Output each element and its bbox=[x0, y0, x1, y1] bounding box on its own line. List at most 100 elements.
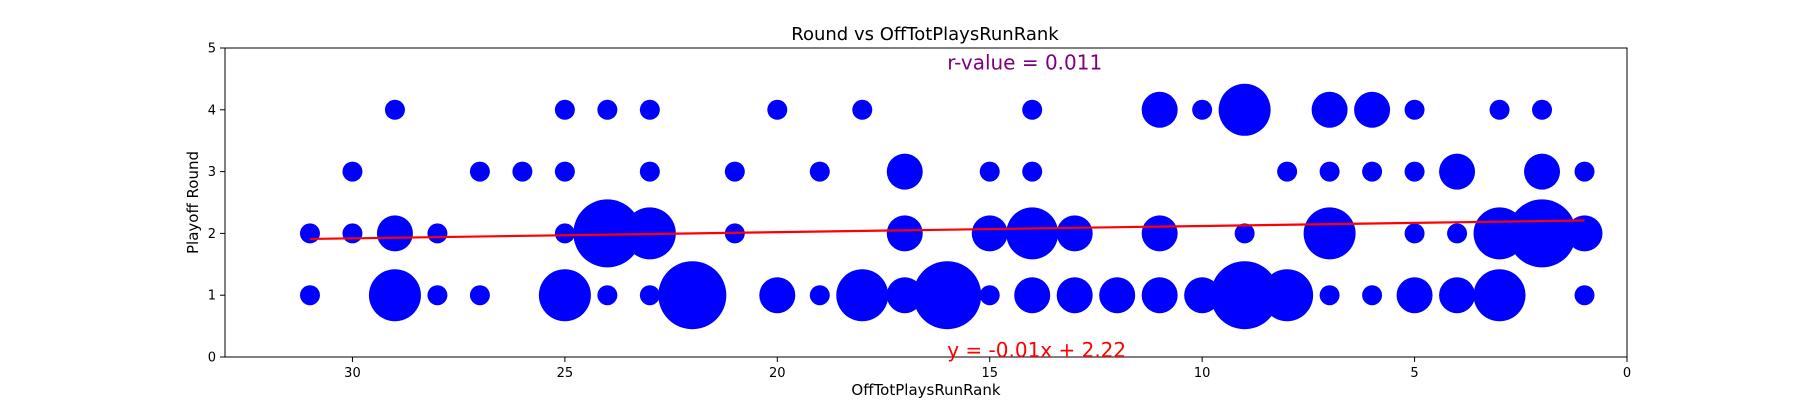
data-point bbox=[427, 223, 448, 244]
data-point bbox=[1524, 153, 1561, 190]
data-point bbox=[538, 269, 591, 322]
data-point bbox=[979, 285, 1000, 306]
regression-equation-annotation: y = -0.01x + 2.22 bbox=[947, 338, 1126, 362]
data-point bbox=[597, 99, 618, 120]
data-point bbox=[512, 161, 533, 182]
data-point bbox=[1574, 161, 1595, 182]
data-point bbox=[886, 215, 923, 252]
y-tick-label: 1 bbox=[208, 289, 216, 304]
data-point bbox=[1319, 161, 1340, 182]
data-point bbox=[639, 161, 660, 182]
data-point bbox=[759, 277, 796, 314]
data-point bbox=[1141, 277, 1178, 314]
x-tick-label: 25 bbox=[557, 366, 574, 381]
data-point bbox=[724, 161, 745, 182]
data-point bbox=[1014, 277, 1051, 314]
data-point bbox=[1303, 207, 1356, 260]
data-point bbox=[1141, 91, 1178, 128]
data-point bbox=[469, 161, 490, 182]
data-point bbox=[886, 277, 923, 314]
data-point bbox=[469, 285, 490, 306]
data-point bbox=[1439, 277, 1476, 314]
data-point bbox=[639, 285, 660, 306]
data-point bbox=[1141, 215, 1178, 252]
y-tick-label: 2 bbox=[208, 227, 216, 242]
data-point bbox=[1099, 277, 1136, 314]
data-point bbox=[639, 99, 660, 120]
x-tick-label: 5 bbox=[1410, 366, 1418, 381]
x-tick-label: 0 bbox=[1623, 366, 1631, 381]
data-point bbox=[554, 223, 575, 244]
data-point bbox=[1439, 153, 1476, 190]
data-point bbox=[299, 285, 320, 306]
x-tick-label: 10 bbox=[1194, 366, 1211, 381]
data-point bbox=[809, 285, 830, 306]
data-point bbox=[342, 161, 363, 182]
chart-title: Round vs OffTotPlaysRunRank bbox=[791, 24, 1059, 45]
data-point bbox=[1396, 277, 1433, 314]
data-point bbox=[368, 269, 421, 322]
data-point bbox=[1354, 91, 1391, 128]
data-point bbox=[1319, 285, 1340, 306]
data-point bbox=[554, 161, 575, 182]
y-tick-label: 4 bbox=[208, 103, 216, 118]
plot-content bbox=[299, 83, 1603, 330]
plot-frame bbox=[224, 47, 1628, 358]
x-axis: 30 25 20 15 10 5 0 bbox=[344, 357, 1631, 381]
data-point bbox=[767, 99, 788, 120]
data-point bbox=[1508, 199, 1577, 268]
data-point bbox=[1277, 161, 1298, 182]
data-point bbox=[1261, 269, 1314, 322]
data-point bbox=[299, 223, 320, 244]
x-tick-label: 20 bbox=[769, 366, 786, 381]
data-point bbox=[852, 99, 873, 120]
data-point bbox=[658, 261, 727, 330]
y-axis-label: Playoff Round bbox=[184, 151, 202, 254]
x-tick-label: 15 bbox=[981, 366, 998, 381]
data-point bbox=[836, 269, 889, 322]
data-point bbox=[913, 261, 982, 330]
data-point bbox=[427, 285, 448, 306]
data-point bbox=[1006, 207, 1059, 260]
y-tick-label: 3 bbox=[208, 165, 216, 180]
data-point bbox=[1532, 99, 1553, 120]
x-tick-label: 30 bbox=[344, 366, 361, 381]
data-point bbox=[1404, 99, 1425, 120]
data-point bbox=[809, 161, 830, 182]
data-point bbox=[1362, 285, 1383, 306]
data-point bbox=[1489, 99, 1510, 120]
data-point bbox=[1362, 161, 1383, 182]
data-point bbox=[1056, 277, 1093, 314]
data-point bbox=[1404, 223, 1425, 244]
y-tick-label: 5 bbox=[208, 42, 216, 57]
data-point bbox=[1210, 261, 1279, 330]
data-point bbox=[597, 285, 618, 306]
data-point bbox=[384, 99, 405, 120]
data-point bbox=[1473, 269, 1526, 322]
data-point bbox=[376, 215, 413, 252]
regression-line bbox=[309, 219, 1585, 241]
data-point bbox=[1022, 161, 1043, 182]
data-point bbox=[1218, 83, 1271, 136]
y-tick-label: 0 bbox=[208, 351, 216, 366]
data-point bbox=[1404, 161, 1425, 182]
x-axis-label: OffTotPlaysRunRank bbox=[851, 381, 1000, 399]
data-point bbox=[886, 153, 923, 190]
y-axis: 0 1 2 3 4 5 bbox=[208, 42, 225, 366]
data-point bbox=[1574, 285, 1595, 306]
data-point bbox=[1184, 277, 1221, 314]
data-point bbox=[1447, 223, 1468, 244]
data-point bbox=[554, 99, 575, 120]
data-point bbox=[1056, 215, 1093, 252]
data-point bbox=[1566, 215, 1603, 252]
r-value-annotation: r-value = 0.011 bbox=[947, 50, 1102, 74]
data-point bbox=[1311, 91, 1348, 128]
data-point bbox=[971, 215, 1008, 252]
data-point bbox=[342, 223, 363, 244]
data-point bbox=[1022, 99, 1043, 120]
data-point bbox=[1234, 223, 1255, 244]
data-point bbox=[979, 161, 1000, 182]
data-point bbox=[573, 199, 642, 268]
